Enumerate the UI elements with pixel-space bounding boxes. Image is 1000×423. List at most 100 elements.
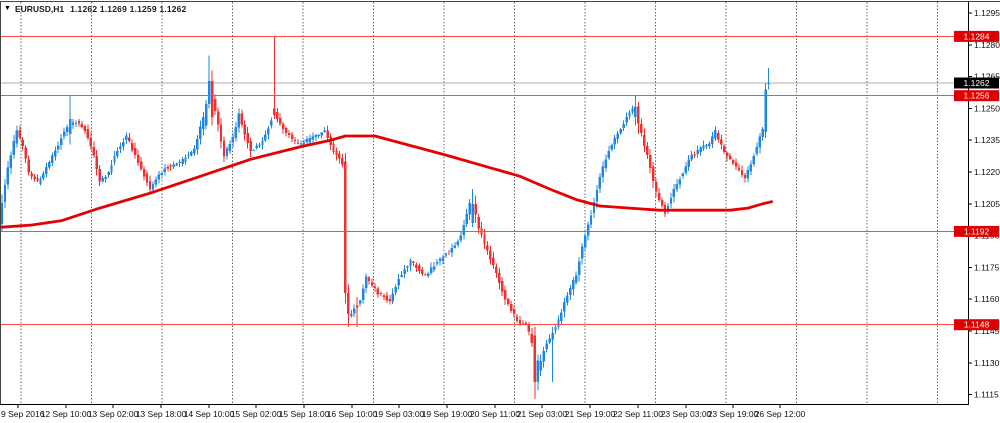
- time-tick-label: 9 Sep 2016: [1, 409, 45, 419]
- candle: [341, 153, 344, 167]
- candle: [329, 133, 332, 151]
- candle: [598, 172, 602, 193]
- time-tick-label: 15 Sep 18:00: [279, 409, 330, 419]
- candle: [492, 252, 495, 269]
- candle: [166, 164, 169, 172]
- candle: [450, 243, 454, 257]
- time-tick-label: 20 Sep 11:00: [470, 409, 520, 419]
- candle: [752, 153, 755, 167]
- candle: [646, 141, 649, 159]
- candle: [273, 36, 276, 119]
- candle: [134, 142, 137, 159]
- candle: [33, 173, 36, 182]
- candle: [276, 107, 279, 123]
- candle: [731, 158, 735, 166]
- candle: [228, 140, 232, 155]
- candle: [504, 285, 507, 305]
- candle: [86, 124, 89, 141]
- candle: [252, 149, 255, 152]
- candle: [489, 246, 492, 265]
- candle: [687, 154, 690, 172]
- price-level-badge-value: 1.1148: [964, 320, 990, 330]
- candle: [293, 136, 297, 145]
- price-level-badge: [954, 225, 999, 237]
- candle: [412, 260, 415, 267]
- candle: [589, 209, 593, 228]
- candle: [361, 284, 365, 304]
- candle: [364, 273, 368, 294]
- candle: [714, 126, 717, 141]
- candle: [764, 83, 767, 139]
- time-tick-label: 23 Sep 03:00: [661, 409, 712, 419]
- candle: [74, 120, 78, 127]
- candle: [234, 122, 237, 142]
- candle: [557, 315, 560, 330]
- candle: [628, 110, 631, 120]
- candle: [655, 178, 658, 198]
- candle: [98, 164, 101, 186]
- candle: [720, 135, 723, 150]
- candle: [160, 171, 163, 179]
- candle: [128, 133, 131, 143]
- price-tick-label: 1.1160: [974, 294, 1000, 304]
- candle: [119, 142, 122, 154]
- candle: [110, 160, 113, 175]
- candle: [438, 257, 442, 266]
- candle: [657, 187, 661, 202]
- candle: [723, 144, 726, 154]
- candle: [622, 120, 625, 132]
- candle: [566, 292, 569, 306]
- candle: [729, 153, 732, 161]
- candle: [690, 151, 693, 162]
- candle: [63, 127, 66, 140]
- chart-symbol-title: ▼ EURUSD,H1 1.1262 1.1269 1.1259 1.1262: [4, 3, 187, 15]
- candle: [480, 222, 483, 239]
- candle: [578, 257, 581, 282]
- candle: [338, 151, 341, 164]
- price-tick-label: 1.1175: [974, 262, 1000, 272]
- price-level-badge: [954, 30, 999, 42]
- candle: [30, 171, 33, 180]
- price-tick-label: 1.1115: [974, 390, 999, 400]
- candle: [95, 150, 98, 176]
- candle: [65, 124, 69, 136]
- candle: [175, 162, 178, 167]
- candle: [424, 273, 427, 276]
- time-tick-label: 22 Sep 11:00: [613, 409, 663, 419]
- candle: [613, 135, 616, 150]
- ohlc-readout: 1.1262 1.1269 1.1259 1.1262: [70, 4, 187, 14]
- candle: [583, 232, 587, 252]
- candle: [83, 124, 87, 134]
- candle: [287, 129, 291, 139]
- candle: [681, 172, 684, 179]
- candle: [12, 135, 15, 159]
- candle: [45, 163, 48, 178]
- candle: [699, 145, 702, 157]
- candle: [477, 214, 480, 234]
- candle: [554, 324, 557, 335]
- candle: [397, 273, 400, 289]
- price-level-badge-value: 1.1256: [964, 91, 990, 101]
- candle: [625, 112, 628, 126]
- symbol-menu-arrow-icon[interactable]: ▼: [4, 5, 11, 12]
- candle: [196, 135, 199, 155]
- candle: [652, 161, 655, 188]
- candle: [187, 151, 190, 159]
- candle: [24, 144, 27, 164]
- candle: [643, 128, 646, 152]
- price-level-badge: [954, 319, 999, 331]
- candle: [649, 149, 652, 174]
- candle: [116, 147, 119, 159]
- candle: [181, 157, 184, 167]
- candle: [353, 304, 356, 318]
- candle: [637, 102, 640, 134]
- bid-price-badge-value: 1.1262: [964, 78, 990, 88]
- candle: [388, 295, 391, 305]
- candle: [211, 70, 214, 126]
- candle: [539, 354, 542, 376]
- time-tick-label: 23 Sep 19:00: [708, 409, 759, 419]
- candle: [208, 55, 211, 109]
- candle: [509, 300, 513, 313]
- candle: [172, 161, 175, 170]
